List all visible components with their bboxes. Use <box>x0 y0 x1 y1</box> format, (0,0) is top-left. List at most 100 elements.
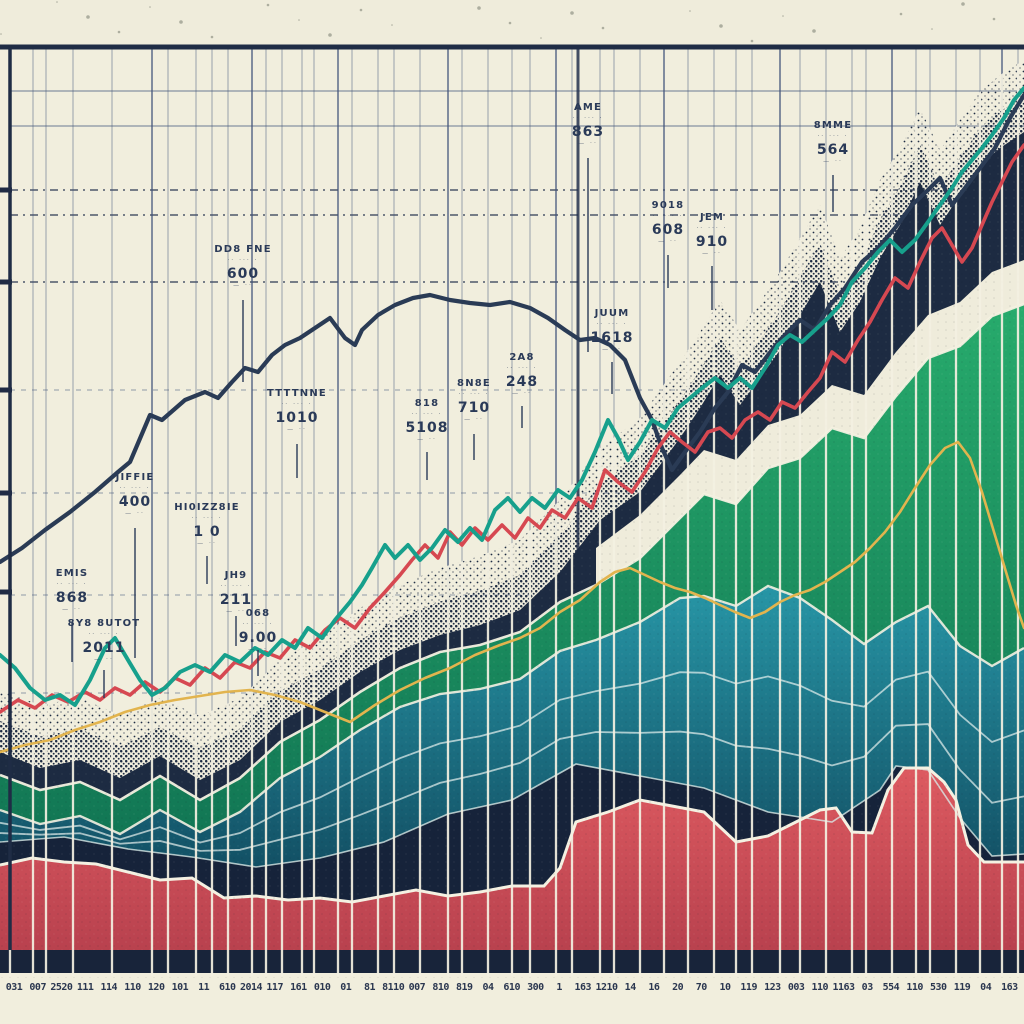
annotation-callout: EMIS ·· ··· · 868— ·· <box>56 568 88 662</box>
x-tick-label: 01 <box>340 982 352 993</box>
x-tick-label: 8110 <box>382 982 405 993</box>
annotation-title: AME <box>574 102 602 113</box>
annotation-callout: 2A8 ·· ··· · 248— ·· <box>506 352 538 428</box>
annotation-dash-row: ·· ··· · <box>572 115 603 122</box>
annotation-dash-row: ·· ··· · <box>696 225 727 232</box>
x-tick-label: 123 <box>764 982 781 993</box>
annotation-title: JH9 <box>224 570 248 581</box>
speckle-dot <box>86 15 90 19</box>
speckle-dot <box>117 30 121 34</box>
annotation-dash-row: ·· ··· · <box>56 581 87 588</box>
speckle-dot <box>391 24 393 26</box>
annotation-dash-row: ·· ··· · <box>191 515 222 522</box>
x-tick-label: 554 <box>883 982 900 993</box>
annotation-dash-row: — ·· <box>417 436 437 443</box>
speckle-dot <box>179 20 183 24</box>
annotation-value: 564 <box>817 142 849 158</box>
annotation-callout: JEM ·· ··· · 910— ·· <box>696 212 727 310</box>
x-tick-label: 010 <box>314 982 331 993</box>
annotation-dash-row: — ·· <box>248 646 268 653</box>
speckle-dot <box>298 19 300 21</box>
speckle-dot <box>899 12 903 16</box>
x-tick-label: 11 <box>198 982 210 993</box>
annotation-title: JIFFIE <box>115 472 155 483</box>
annotation-value: 868 <box>56 590 88 606</box>
annotation-value: 1618 <box>591 330 634 346</box>
x-tick-label: 530 <box>930 982 947 993</box>
x-tick-label: 007 <box>409 982 426 993</box>
annotation-title: DD8 FNE <box>214 244 271 255</box>
x-tick-label: 610 <box>503 982 520 993</box>
annotation-value: 248 <box>506 374 538 390</box>
annotation-dash-row: ·· ··· · <box>227 257 258 264</box>
annotation-dash-row: ·· ··· · <box>596 321 627 328</box>
x-tick-label: 117 <box>266 982 283 993</box>
annotation-dash-row: ·· ··· · <box>119 485 150 492</box>
annotation-value: 5108 <box>406 420 449 436</box>
annotation-value: 400 <box>119 494 151 510</box>
annotation-dash-row: — ·· <box>197 540 217 547</box>
x-tick-label: 110 <box>812 982 829 993</box>
x-tick-label: 819 <box>456 982 473 993</box>
annotation-title: 818 <box>415 398 439 409</box>
annotation-value: 710 <box>458 400 490 416</box>
annotation-dash-row: — ·· <box>94 656 114 663</box>
annotation-title: TTTTNNE <box>267 388 327 399</box>
x-tick-label: 10 <box>719 982 731 993</box>
annotation-dash-row: — ·· <box>602 346 622 353</box>
x-tick-label: 610 <box>219 982 236 993</box>
speckle-dot <box>719 24 723 28</box>
x-tick-label: 810 <box>432 982 449 993</box>
annotation-callout: 068 ·· ··· · 9.00— ·· <box>239 608 276 676</box>
annotation-dash-row: — ·· <box>226 608 246 615</box>
annotation-callout: AME ·· ··· · 863— ·· <box>572 102 603 352</box>
annotation-dash-row: — ·· <box>125 510 145 517</box>
annotation-title: 8MME <box>814 120 853 131</box>
x-tick-label: 2520 <box>50 982 73 993</box>
speckle-dot <box>477 6 481 10</box>
speckle-dot <box>812 29 816 33</box>
annotation-dash-row: — ·· <box>464 416 484 423</box>
x-tick-label: 03 <box>862 982 874 993</box>
annotation-dash-row: ·· ··· · <box>281 401 312 408</box>
top-margin <box>0 0 1024 47</box>
annotation-title: 9018 <box>652 200 685 211</box>
y-axis-tick <box>0 187 12 193</box>
annotation-dash-row: ·· ··· · <box>242 621 273 628</box>
x-tick-label: 120 <box>148 982 165 993</box>
annotation-callout: HI0IZZ8IE ·· ··· · 1 0— ·· <box>174 502 239 584</box>
speckle-dot <box>266 3 270 7</box>
annotation-value: 211 <box>220 592 252 608</box>
x-tick-label: 14 <box>625 982 637 993</box>
annotation-dash-row: ·· ··· · <box>458 391 489 398</box>
speckle-dot <box>782 15 784 17</box>
x-tick-label: 161 <box>290 982 307 993</box>
x-tick-label: 163 <box>1001 982 1018 993</box>
annotation-value: 1 0 <box>193 524 220 540</box>
annotation-title: 8N8E <box>457 378 491 389</box>
annotation-value: 600 <box>227 266 259 282</box>
annotation-dash-row: ·· ··· · <box>817 133 848 140</box>
x-tick-label: 300 <box>527 982 544 993</box>
x-tick-label: 003 <box>788 982 805 993</box>
speckle-dot <box>601 26 605 30</box>
y-axis-tick <box>0 279 12 285</box>
annotation-title: 068 <box>246 608 270 619</box>
annotation-title: JUUM <box>594 308 630 319</box>
x-tick-label: 1210 <box>595 982 618 993</box>
annotation-callout: JUUM ·· ··· · 1618— ·· <box>591 308 634 394</box>
x-tick-label: 119 <box>954 982 971 993</box>
x-tick-label: 031 <box>6 982 23 993</box>
speckle-dot <box>931 28 933 30</box>
annotation-dash-row: — ·· <box>578 140 598 147</box>
annotation-dash-row: — ·· <box>62 606 82 613</box>
x-tick-label: 111 <box>77 982 94 993</box>
annotation-value: 2011 <box>83 640 126 656</box>
annotation-title: 2A8 <box>509 352 534 363</box>
x-tick-label: 04 <box>980 982 992 993</box>
speckle-dot <box>149 6 151 8</box>
x-tick-label: 1 <box>556 982 562 993</box>
x-tick-label: 81 <box>364 982 376 993</box>
annotation-dash-row: ·· ··· · <box>411 411 442 418</box>
